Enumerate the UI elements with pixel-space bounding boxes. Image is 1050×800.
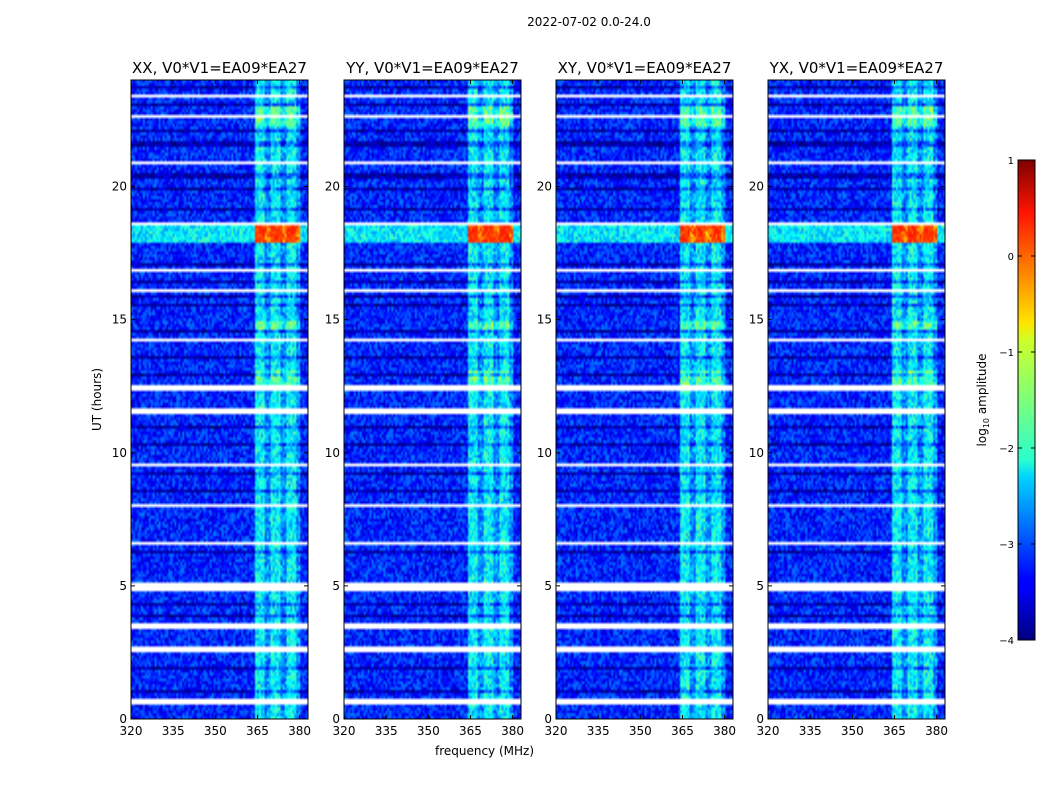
axes-frame [343, 79, 522, 720]
axes-frame [555, 79, 734, 720]
axes-frame [767, 79, 946, 720]
x-tick-label: 320 [333, 724, 356, 738]
x-tick-label: 380 [501, 724, 524, 738]
colorbar-tick-label: −1 [999, 348, 1014, 359]
x-tick-label: 335 [587, 724, 610, 738]
y-tick-label: 5 [544, 579, 552, 593]
y-axis-label: UT (hours) [90, 368, 104, 431]
colorbar-tick-label: −3 [999, 540, 1014, 551]
y-tick-label: 0 [332, 712, 340, 726]
panel-title: YY, V0*V1=EA09*EA27 [345, 59, 519, 77]
x-tick-label: 335 [799, 724, 822, 738]
colorbar: 1 0 −1 −2 −3 −4 log10 amplitude [975, 156, 1036, 647]
x-tick-label: 365 [459, 724, 482, 738]
x-tick-label: 335 [162, 724, 185, 738]
waterfall-image [768, 80, 945, 719]
y-tick-label: 0 [544, 712, 552, 726]
y-tick-label: 15 [325, 313, 340, 327]
y-tick-label: 20 [749, 180, 764, 194]
y-tick-label: 20 [537, 180, 552, 194]
waterfall-image [556, 80, 733, 719]
y-tick-label: 15 [749, 313, 764, 327]
y-tick-label: 10 [325, 446, 340, 460]
y-tick-label: 10 [112, 446, 127, 460]
panel-3: YX, V0*V1=EA09*EA27 320 335 350 365 380 0 5 10 15… [749, 59, 948, 738]
panel-title: YX, V0*V1=EA09*EA27 [769, 59, 944, 77]
colorbar-tick-label: −2 [999, 444, 1014, 455]
colorbar-tick-label: 0 [1008, 252, 1014, 263]
y-tick-label: 15 [537, 313, 552, 327]
x-tick-label: 350 [841, 724, 864, 738]
waterfall-image [131, 80, 308, 719]
colorbar-label: log10 amplitude [975, 354, 991, 447]
y-tick-label: 5 [119, 579, 127, 593]
x-tick-label: 335 [375, 724, 398, 738]
x-tick-label: 365 [883, 724, 906, 738]
panel-2: XY, V0*V1=EA09*EA27 320 335 350 365 380 0 5 10 15… [537, 59, 736, 738]
colorbar-tick-label: 1 [1008, 156, 1014, 167]
x-tick-label: 320 [120, 724, 143, 738]
panel-0: XX, V0*V1=EA09*EA27 320 335 350 365 380 0 5 10 15… [90, 59, 311, 738]
x-tick-label: 365 [246, 724, 269, 738]
y-tick-label: 0 [756, 712, 764, 726]
colorbar-gradient [1017, 159, 1036, 641]
x-tick-label: 350 [417, 724, 440, 738]
x-tick-label: 380 [288, 724, 311, 738]
panel-title: XX, V0*V1=EA09*EA27 [132, 59, 307, 77]
y-tick-label: 5 [332, 579, 340, 593]
y-tick-label: 20 [325, 180, 340, 194]
colorbar-ticks: 1 0 −1 −2 −3 −4 [999, 156, 1035, 647]
x-tick-label: 380 [713, 724, 736, 738]
y-tick-label: 5 [756, 579, 764, 593]
x-tick-label: 350 [629, 724, 652, 738]
x-axis-label: frequency (MHz) [435, 744, 534, 758]
y-tick-label: 0 [119, 712, 127, 726]
y-tick-label: 20 [112, 180, 127, 194]
x-tick-label: 320 [545, 724, 568, 738]
axes-frame [130, 79, 309, 720]
panels: XX, V0*V1=EA09*EA27 320 335 350 365 380 0 5 10 15… [90, 59, 948, 758]
panel-title: XY, V0*V1=EA09*EA27 [558, 59, 732, 77]
figure-title: 2022-07-02 0.0-24.0 [527, 15, 651, 29]
x-tick-label: 365 [671, 724, 694, 738]
colorbar-tick-label: −4 [999, 636, 1014, 647]
waterfall-image [344, 80, 521, 719]
x-tick-label: 320 [757, 724, 780, 738]
panel-1: YY, V0*V1=EA09*EA27 320 335 350 365 380 0 5 10 15… [325, 59, 534, 758]
y-tick-label: 15 [112, 313, 127, 327]
y-tick-label: 10 [537, 446, 552, 460]
y-tick-label: 10 [749, 446, 764, 460]
x-tick-label: 350 [204, 724, 227, 738]
x-tick-label: 380 [925, 724, 948, 738]
